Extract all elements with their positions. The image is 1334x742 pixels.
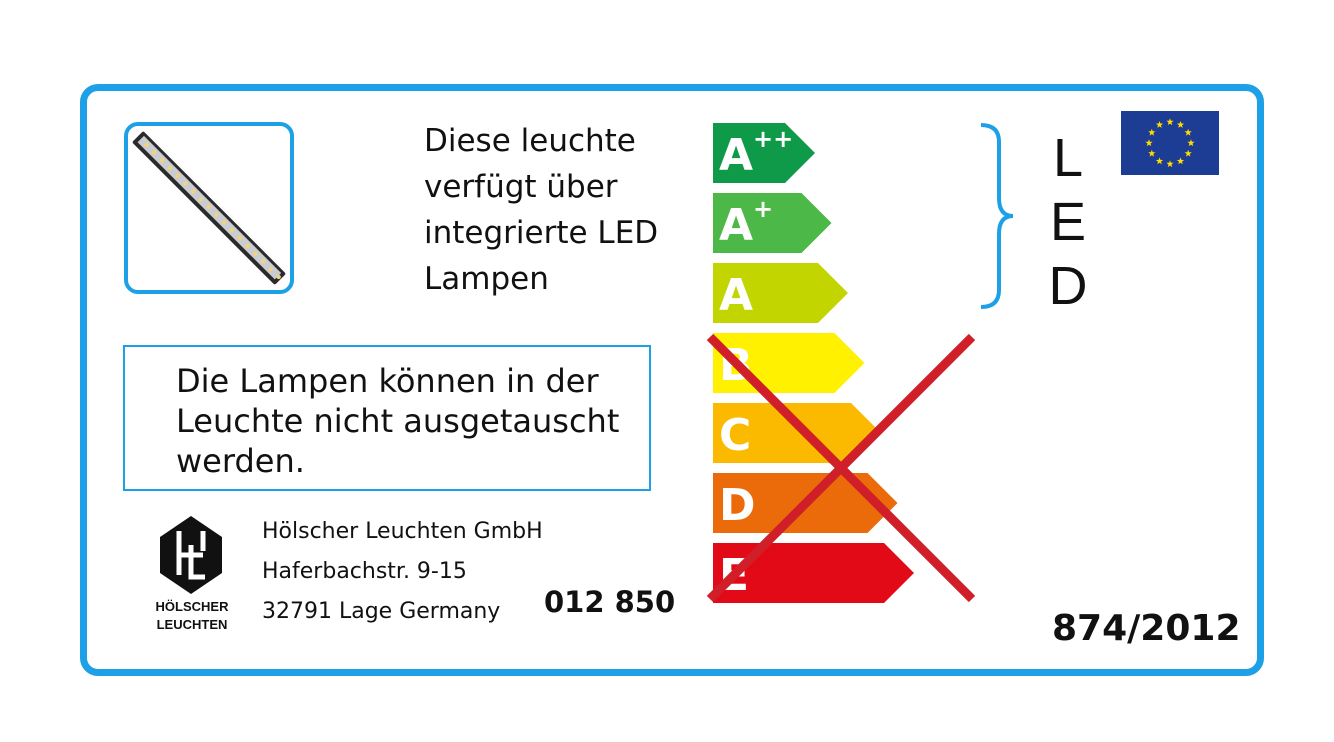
address-line: 32791 Lage Germany (262, 599, 501, 624)
led-dot (260, 259, 266, 264)
star-icon (1184, 149, 1192, 157)
led-dot (144, 142, 149, 147)
star-icon (1176, 121, 1185, 128)
curly-brace-icon (980, 123, 1014, 309)
intro-line: verfügt über (424, 169, 618, 205)
led-dot (198, 196, 204, 202)
product-photo (124, 122, 294, 294)
label-frame (80, 84, 1264, 676)
energy-class-label: A (719, 130, 753, 181)
led-dot (206, 204, 211, 210)
led-dot (229, 228, 235, 233)
notice-box: Die Lampen können in der Leuchte nicht a… (123, 345, 651, 491)
star-icon (1148, 149, 1156, 157)
address-line: Hölscher Leuchten GmbH (262, 519, 543, 544)
energy-class-label: C (719, 410, 751, 461)
regulation-number: 874/2012 (1052, 608, 1241, 649)
led-dot (245, 243, 250, 249)
star-icon (1145, 139, 1153, 147)
eu-flag-icon (1121, 111, 1219, 175)
manufacturer-address: Hölscher Leuchten GmbH Haferbachstr. 9-1… (262, 512, 543, 632)
logo-line: HÖLSCHER (155, 599, 229, 614)
star-icon (1166, 160, 1174, 168)
led-dot (268, 266, 274, 272)
star-icon (1176, 157, 1185, 165)
energy-class-label: A (719, 270, 753, 321)
star-icon (1148, 128, 1156, 136)
led-letter: L (1052, 128, 1084, 188)
led-dot (190, 189, 196, 194)
star-icon (1155, 157, 1164, 165)
star-icon (1155, 121, 1164, 128)
product-code: 012 850 (544, 585, 676, 619)
led-dot (151, 150, 157, 155)
led-letter: D (1048, 256, 1088, 316)
logo-text: HÖLSCHER LEUCHTEN (150, 598, 234, 634)
energy-class-arrow: A (713, 263, 848, 323)
led-dot (183, 181, 188, 186)
logo-line: LEUCHTEN (156, 617, 228, 632)
led-dot (214, 212, 219, 217)
hoelscher-logo-icon (158, 515, 224, 599)
cross-line (706, 333, 976, 603)
led-dot (159, 158, 165, 163)
intro-line: Lampen (424, 261, 549, 297)
led-dot (276, 274, 281, 280)
led-dot (253, 251, 258, 256)
energy-class-label: A (719, 200, 753, 251)
energy-class-label: D (719, 480, 756, 531)
energy-class-sup: ++ (753, 125, 793, 153)
notice-text: Die Lampen können in der Leuchte nicht a… (176, 362, 620, 480)
cross-out-mark (706, 333, 976, 603)
intro-text: Diese leuchte verfügt über integrierte L… (424, 118, 658, 302)
led-letter: E (1049, 192, 1087, 252)
star-icon (1184, 128, 1192, 136)
led-dot (237, 235, 242, 241)
intro-line: integrierte LED (424, 215, 659, 251)
energy-class-arrow: E (713, 543, 914, 603)
energy-scale: A++A+ABCDE (706, 123, 976, 603)
star-icon (1187, 139, 1195, 147)
intro-line: Diese leuchte (424, 123, 636, 159)
energy-class-arrow: C (713, 403, 881, 463)
energy-class-sup: + (753, 195, 773, 223)
address-line: Haferbachstr. 9-15 (262, 559, 467, 584)
led-letters: L E D (1046, 126, 1090, 318)
led-dot (167, 165, 172, 171)
led-dot (222, 220, 227, 225)
energy-class-arrow: A ++ (713, 123, 815, 183)
energy-class-arrow: A + (713, 193, 832, 253)
led-dot (175, 173, 180, 179)
star-icon (1166, 118, 1174, 126)
